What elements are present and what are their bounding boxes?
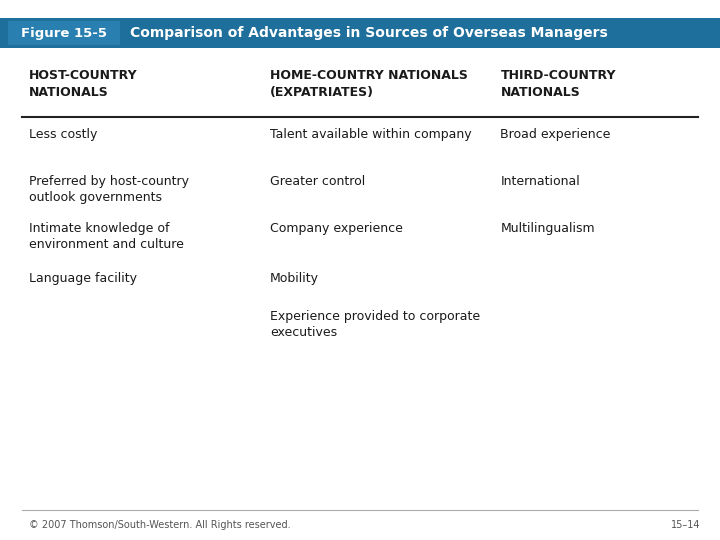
Text: Intimate knowledge of
environment and culture: Intimate knowledge of environment and cu… [29, 222, 184, 252]
Text: Broad experience: Broad experience [500, 128, 611, 141]
Text: Preferred by host-country
outlook governments: Preferred by host-country outlook govern… [29, 175, 189, 205]
Text: Less costly: Less costly [29, 128, 97, 141]
Text: Multilingualism: Multilingualism [500, 222, 595, 235]
Text: © 2007 Thomson/South-Western. All Rights reserved.: © 2007 Thomson/South-Western. All Rights… [29, 520, 290, 530]
Text: Company experience: Company experience [270, 222, 403, 235]
Text: Figure 15-5: Figure 15-5 [21, 26, 107, 39]
Text: Comparison of Advantages in Sources of Overseas Managers: Comparison of Advantages in Sources of O… [130, 26, 608, 40]
Text: International: International [500, 175, 580, 188]
Text: Experience provided to corporate
executives: Experience provided to corporate executi… [270, 310, 480, 340]
Bar [0, 18, 720, 48]
Text: HOST-COUNTRY
NATIONALS: HOST-COUNTRY NATIONALS [29, 69, 138, 99]
Text: Talent available within company: Talent available within company [270, 128, 472, 141]
Text: HOME-COUNTRY NATIONALS
(EXPATRIATES): HOME-COUNTRY NATIONALS (EXPATRIATES) [270, 69, 468, 99]
Text: THIRD-COUNTRY
NATIONALS: THIRD-COUNTRY NATIONALS [500, 69, 616, 99]
Text: Language facility: Language facility [29, 272, 137, 285]
Text: Mobility: Mobility [270, 272, 319, 285]
Text: Greater control: Greater control [270, 175, 365, 188]
Bar [8, 21, 120, 45]
Text: 15–14: 15–14 [670, 520, 700, 530]
